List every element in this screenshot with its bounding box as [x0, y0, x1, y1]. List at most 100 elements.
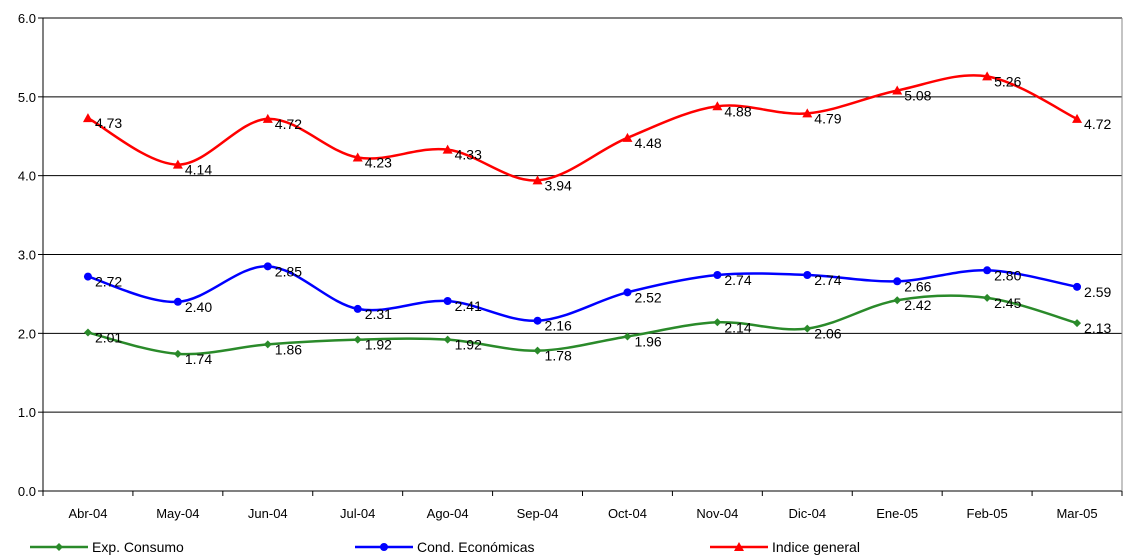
x-tick-label: Feb-05 [967, 506, 1008, 521]
data-label: 4.72 [1084, 116, 1111, 132]
data-label: 2.41 [455, 298, 482, 314]
series-line [87, 265, 1078, 322]
y-tick-label: 1.0 [18, 405, 36, 420]
point [623, 332, 632, 341]
data-label: 2.66 [904, 278, 931, 294]
point [533, 346, 542, 355]
point [982, 71, 993, 81]
y-tick-label: 2.0 [18, 326, 36, 341]
point [442, 144, 453, 154]
point [803, 324, 812, 333]
point [353, 304, 362, 313]
x-tick-label: Sep-04 [517, 506, 559, 521]
data-label: 2.13 [1084, 320, 1111, 336]
legend-label: Cond. Económicas [417, 539, 535, 555]
data-label: 2.52 [634, 289, 661, 305]
data-label: 4.79 [814, 110, 841, 126]
point [623, 288, 632, 297]
point [1072, 113, 1083, 123]
legend-label: Exp. Consumo [92, 539, 184, 555]
point [380, 543, 388, 551]
x-tick-label: Mar-05 [1056, 506, 1097, 521]
point [734, 542, 744, 551]
data-label: 4.48 [634, 135, 661, 151]
x-tick-label: Oct-04 [608, 506, 647, 521]
point [713, 318, 722, 327]
point [263, 340, 272, 349]
data-label: 2.74 [724, 272, 751, 288]
point [443, 297, 452, 306]
data-label: 4.33 [455, 147, 482, 163]
y-tick-label: 4.0 [18, 169, 36, 184]
data-label: 2.85 [275, 263, 302, 279]
data-label: 1.74 [185, 351, 212, 367]
point [83, 272, 92, 281]
x-tick-label: Abr-04 [68, 506, 107, 521]
point [173, 349, 182, 358]
data-label: 5.26 [994, 73, 1021, 89]
point [262, 113, 273, 123]
point [55, 543, 63, 551]
data-label: 2.72 [95, 274, 122, 290]
data-label: 4.88 [724, 103, 751, 119]
data-label: 2.59 [1084, 284, 1111, 300]
point [713, 270, 722, 279]
point [892, 85, 903, 95]
point [893, 277, 902, 286]
point [83, 328, 92, 337]
x-tick-label: Nov-04 [696, 506, 738, 521]
y-tick-label: 3.0 [18, 248, 36, 263]
data-label: 5.08 [904, 88, 931, 104]
data-label: 2.31 [365, 306, 392, 322]
data-label: 2.06 [814, 326, 841, 342]
point [1073, 319, 1082, 328]
point [803, 270, 812, 279]
data-label: 3.94 [545, 177, 572, 193]
y-tick-label: 6.0 [18, 11, 36, 26]
data-label: 4.23 [365, 155, 392, 171]
point [263, 262, 272, 271]
point [172, 159, 183, 169]
point [173, 297, 182, 306]
point [533, 316, 542, 325]
data-label: 1.78 [545, 348, 572, 364]
data-label: 1.96 [634, 333, 661, 349]
point [622, 132, 633, 142]
point [893, 296, 902, 305]
data-label: 2.40 [185, 299, 212, 315]
data-label: 2.74 [814, 272, 841, 288]
point [353, 335, 362, 344]
data-label: 2.01 [95, 330, 122, 346]
point [1073, 282, 1082, 291]
x-tick-label: Dic-04 [789, 506, 827, 521]
x-tick-label: Ene-05 [876, 506, 918, 521]
point [352, 152, 363, 162]
point [712, 101, 723, 111]
point [983, 293, 992, 302]
data-label: 2.16 [545, 318, 572, 334]
y-tick-label: 0.0 [18, 484, 36, 499]
point [532, 175, 543, 185]
data-label: 2.14 [724, 319, 751, 335]
data-label: 4.73 [95, 115, 122, 131]
x-tick-label: Jul-04 [340, 506, 375, 521]
data-label: 4.72 [275, 116, 302, 132]
x-tick-label: May-04 [156, 506, 199, 521]
data-label: 1.86 [275, 341, 302, 357]
legend-label: Indice general [772, 539, 860, 555]
data-label: 4.14 [185, 162, 212, 178]
y-tick-label: 5.0 [18, 90, 36, 105]
data-label: 1.92 [455, 337, 482, 353]
x-tick-label: Ago-04 [427, 506, 469, 521]
data-label: 2.45 [994, 295, 1021, 311]
point [443, 335, 452, 344]
data-label: 1.92 [365, 337, 392, 353]
series-line [87, 74, 1078, 182]
series-line [87, 294, 1078, 356]
point [983, 266, 992, 275]
x-tick-label: Jun-04 [248, 506, 288, 521]
data-label: 2.42 [904, 297, 931, 313]
point [82, 113, 93, 123]
data-label: 2.80 [994, 267, 1021, 283]
